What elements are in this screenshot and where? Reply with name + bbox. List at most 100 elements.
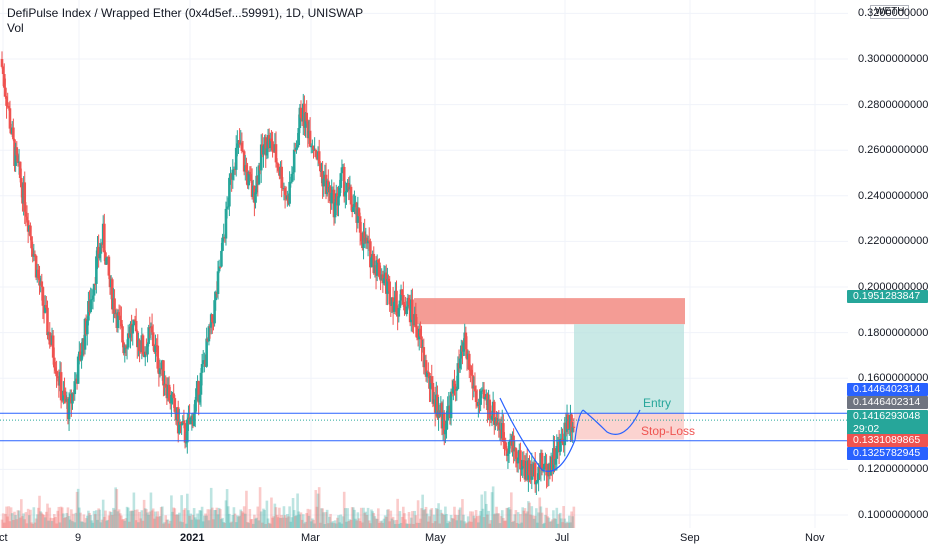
volume-bar xyxy=(479,511,482,528)
volume-bar xyxy=(47,520,50,528)
volume-bar xyxy=(495,506,498,528)
volume-bar xyxy=(12,519,15,528)
volume-indicator-label[interactable]: Vol xyxy=(7,21,24,35)
volume-bar xyxy=(475,516,479,528)
candle-body xyxy=(436,394,439,418)
volume-bar xyxy=(430,508,434,528)
volume-bar xyxy=(566,522,570,528)
candle-body xyxy=(474,390,478,402)
volume-bar xyxy=(346,508,349,528)
candle-body xyxy=(85,320,89,335)
candle-body xyxy=(306,121,310,139)
candle-body xyxy=(497,422,501,430)
volume-bar xyxy=(249,519,253,528)
volume-bar xyxy=(209,487,213,528)
candle-body xyxy=(93,283,97,285)
volume-bar xyxy=(384,516,388,528)
candle-body xyxy=(514,448,518,459)
candle-body xyxy=(288,181,291,204)
volume-bar xyxy=(275,514,279,528)
volume-bar xyxy=(165,519,169,528)
candle-body xyxy=(558,439,562,452)
volume-bar xyxy=(423,509,427,528)
volume-bar xyxy=(88,512,91,528)
volume-bar xyxy=(179,521,182,528)
volume-bar xyxy=(40,512,44,528)
volume-bar xyxy=(337,515,340,528)
candle-body xyxy=(516,457,520,464)
volume-bar xyxy=(557,514,561,528)
volume-bar xyxy=(188,515,191,528)
volume-bar xyxy=(321,508,324,528)
candle-body xyxy=(205,338,208,367)
volume-bar xyxy=(76,488,80,528)
candle-body xyxy=(378,262,381,278)
candle-body xyxy=(340,167,344,174)
volume-bar xyxy=(45,511,48,528)
volume-bar xyxy=(427,521,430,528)
volume-bar xyxy=(105,520,108,528)
candle-body xyxy=(240,142,244,152)
x-tick-label: Sep xyxy=(680,532,700,544)
candlesticks xyxy=(0,51,576,495)
symbol-badge[interactable]: WETH xyxy=(870,5,910,19)
volume-bar xyxy=(537,512,540,528)
volume-bar xyxy=(168,520,172,528)
volume-bar xyxy=(89,515,92,528)
volume-bar xyxy=(38,495,41,528)
volume-bar xyxy=(62,513,65,528)
volume-bar xyxy=(9,507,13,528)
candle-body xyxy=(298,107,302,129)
candle-body xyxy=(314,149,318,157)
volume-bar xyxy=(527,501,530,528)
candle-body xyxy=(254,192,257,203)
volume-bar xyxy=(336,517,339,528)
volume-bar xyxy=(161,506,164,528)
volume-bar xyxy=(510,492,513,528)
x-tick-label: Mar xyxy=(301,532,320,544)
candle-body xyxy=(442,412,446,435)
volume-bar xyxy=(271,517,274,528)
volume-bar xyxy=(453,506,456,528)
volume-bar xyxy=(438,523,442,528)
candle-body xyxy=(319,163,322,172)
volume-bar xyxy=(270,497,273,528)
volume-bar xyxy=(221,517,224,528)
volume-bar xyxy=(96,519,99,528)
volume-bar xyxy=(272,516,276,528)
volume-bar xyxy=(548,521,552,528)
volume-bar xyxy=(205,515,208,528)
volume-bar xyxy=(429,509,432,528)
volume-bar xyxy=(355,520,359,528)
volume-bar xyxy=(357,518,361,528)
volume-bar xyxy=(305,513,308,528)
volume-bar xyxy=(218,509,222,528)
price-lines xyxy=(0,412,848,442)
volume-bar xyxy=(383,515,387,528)
candle-body xyxy=(411,299,414,320)
volume-bar xyxy=(32,507,36,528)
volume-bar xyxy=(354,518,357,528)
volume-bar xyxy=(225,489,229,528)
candle-body xyxy=(507,441,511,454)
volume-bar xyxy=(491,486,495,528)
candle-body xyxy=(30,236,33,249)
volume-bar xyxy=(561,522,564,528)
volume-bar xyxy=(123,520,127,528)
candle-body xyxy=(225,206,229,209)
volume-bar xyxy=(358,521,362,528)
volume-bar xyxy=(447,520,451,528)
candle-body xyxy=(397,307,401,317)
volume-bar xyxy=(331,521,335,528)
volume-bar xyxy=(245,490,248,528)
candle-body xyxy=(178,421,181,434)
volume-bar xyxy=(486,514,489,528)
candle-body xyxy=(269,138,272,149)
chart-grid xyxy=(0,0,848,528)
candle-body xyxy=(217,266,221,272)
candle-body xyxy=(399,289,403,301)
candle-body xyxy=(392,301,396,312)
candle-body xyxy=(495,418,498,425)
candle-body xyxy=(370,257,373,268)
